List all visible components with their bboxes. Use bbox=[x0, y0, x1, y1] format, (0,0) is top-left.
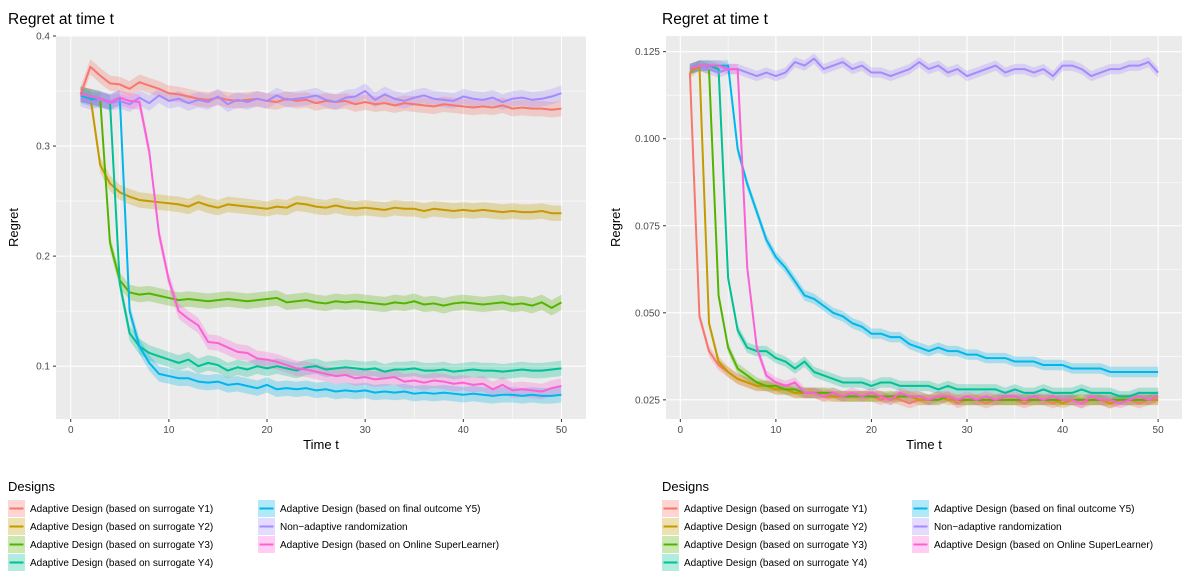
x-axis-title: Time t bbox=[303, 437, 339, 452]
legend-item: Non−adaptive randomization bbox=[258, 518, 408, 535]
legend-title: Designs bbox=[8, 479, 55, 494]
legend-label: Adaptive Design (based on surrogate Y4) bbox=[684, 558, 867, 569]
chart-title: Regret at time t bbox=[8, 11, 115, 28]
series-band bbox=[80, 59, 562, 118]
x-tick-label: 0 bbox=[68, 425, 74, 436]
legend-label: Non−adaptive randomization bbox=[934, 522, 1062, 533]
legend-label: Non−adaptive randomization bbox=[280, 522, 408, 533]
legend-title: Designs bbox=[662, 479, 709, 494]
legend: Designs Adaptive Design (based on surroga… bbox=[8, 479, 499, 571]
series-band bbox=[689, 60, 1159, 406]
series-group bbox=[688, 53, 1159, 409]
regret-chart-right-svg: Regret at time t 0 10 20 30 40 50 0.025 0.050 0.0… bbox=[608, 11, 1182, 571]
legend: Designs Adaptive Design (based on surroga… bbox=[662, 479, 1153, 571]
y-tick-label: 0.2 bbox=[36, 252, 50, 263]
x-tick-label: 30 bbox=[961, 425, 973, 436]
series-band bbox=[689, 67, 1159, 409]
legend-item: Adaptive Design (based on surrogate Y4) bbox=[662, 554, 867, 571]
legend-label: Adaptive Design (based on final outcome … bbox=[280, 504, 481, 515]
y-tick-label: 0.025 bbox=[635, 395, 660, 406]
series-line bbox=[80, 94, 562, 397]
legend-item: Adaptive Design (based on surrogate Y3) bbox=[8, 536, 213, 553]
regret-chart-right: Regret at time t 0 10 20 30 40 50 0.025 0.050 0.0… bbox=[596, 0, 1192, 577]
y-axis-title: Regret bbox=[6, 208, 21, 247]
series-line bbox=[80, 93, 562, 309]
legend-item: Adaptive Design (based on surrogate Y2) bbox=[662, 518, 867, 535]
y-tick-label: 0.050 bbox=[635, 308, 660, 319]
legend-label: Adaptive Design (based on final outcome … bbox=[934, 504, 1135, 515]
x-tick-label: 0 bbox=[678, 425, 684, 436]
y-axis-title: Regret bbox=[608, 208, 623, 247]
legend-label: Adaptive Design (based on surrogate Y3) bbox=[684, 540, 867, 551]
series-band bbox=[689, 60, 1159, 409]
series-line bbox=[80, 93, 562, 373]
legend-item: Adaptive Design (based on Online SuperLe… bbox=[258, 536, 499, 553]
series-line bbox=[689, 64, 1159, 405]
series-line bbox=[80, 93, 562, 393]
series-line bbox=[689, 64, 1159, 373]
series-band bbox=[689, 53, 1159, 82]
legend-item: Adaptive Design (based on final outcome … bbox=[258, 500, 481, 517]
x-tick-label: 20 bbox=[866, 425, 878, 436]
legend-item: Adaptive Design (based on surrogate Y3) bbox=[662, 536, 867, 553]
series-line bbox=[79, 65, 562, 111]
series-line bbox=[689, 64, 1159, 398]
x-tick-label: 20 bbox=[261, 425, 273, 436]
legend-item: Adaptive Design (based on surrogate Y1) bbox=[662, 500, 867, 517]
series-line bbox=[689, 57, 1159, 78]
legend-item: Adaptive Design (based on surrogate Y1) bbox=[8, 500, 213, 517]
legend-item: Non−adaptive randomization bbox=[912, 518, 1062, 535]
legend-item: Adaptive Design (based on surrogate Y2) bbox=[8, 518, 213, 535]
x-tick-label: 10 bbox=[163, 425, 175, 436]
legend-item: Adaptive Design (based on final outcome … bbox=[912, 500, 1135, 517]
legend-label: Adaptive Design (based on Online SuperLe… bbox=[280, 540, 499, 551]
y-tick-label: 0.100 bbox=[635, 134, 660, 145]
series-group bbox=[79, 59, 562, 404]
series-line bbox=[80, 90, 562, 106]
x-tick-label: 40 bbox=[458, 425, 470, 436]
legend-label: Adaptive Design (based on surrogate Y4) bbox=[30, 558, 213, 569]
y-tick-label: 0.4 bbox=[36, 32, 50, 43]
regret-chart-left: Regret at time t 0 10 20 30 40 50 0.1 0.2 0.3 0.4 T… bbox=[6, 11, 586, 571]
series-band bbox=[80, 86, 562, 221]
x-tick-label: 30 bbox=[360, 425, 372, 436]
series-band bbox=[689, 60, 1159, 378]
y-tick-label: 0.3 bbox=[36, 142, 50, 153]
y-tick-label: 0.075 bbox=[635, 221, 660, 232]
regret-chart-left-svg: Regret at time t 0 10 20 30 40 50 0.1 0.2 0.3 0.4 T… bbox=[6, 11, 586, 571]
y-tick-label: 0.1 bbox=[36, 362, 50, 373]
legend-label: Adaptive Design (based on surrogate Y2) bbox=[684, 522, 867, 533]
legend-label: Adaptive Design (based on surrogate Y1) bbox=[684, 504, 867, 515]
x-tick-label: 50 bbox=[1153, 425, 1165, 436]
legend-label: Adaptive Design (based on surrogate Y2) bbox=[30, 522, 213, 533]
chart-title: Regret at time t bbox=[662, 11, 769, 28]
legend-label: Adaptive Design (based on surrogate Y1) bbox=[30, 504, 213, 515]
plot-panel bbox=[666, 36, 1182, 419]
x-axis-title: Time t bbox=[906, 437, 942, 452]
x-tick-label: 40 bbox=[1057, 425, 1069, 436]
legend-item: Adaptive Design (based on surrogate Y4) bbox=[8, 554, 213, 571]
series-line bbox=[80, 93, 562, 215]
legend-item: Adaptive Design (based on Online SuperLe… bbox=[912, 536, 1153, 553]
y-tick-label: 0.125 bbox=[635, 47, 660, 58]
legend-label: Adaptive Design (based on surrogate Y3) bbox=[30, 540, 213, 551]
x-tick-label: 10 bbox=[770, 425, 782, 436]
x-tick-label: 50 bbox=[556, 425, 568, 436]
legend-label: Adaptive Design (based on Online SuperLe… bbox=[934, 540, 1153, 551]
